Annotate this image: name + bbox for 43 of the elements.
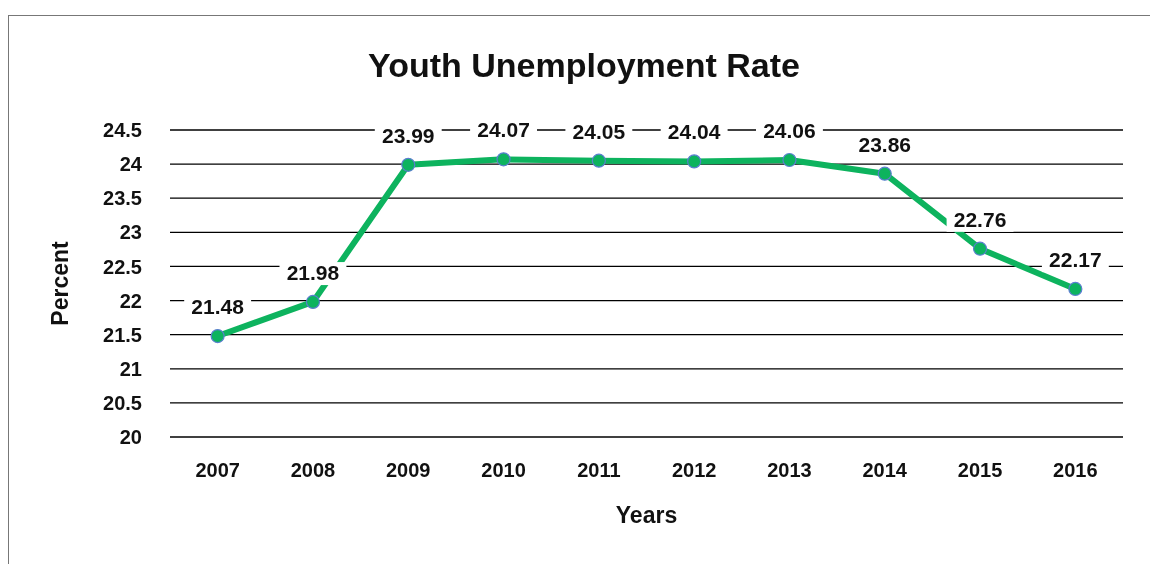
point: [591, 153, 606, 168]
data-label: 21.48: [191, 295, 245, 319]
x-tick-label: 2016: [1053, 459, 1098, 482]
data-label: 22.76: [953, 207, 1007, 231]
x-tick-label: 2014: [862, 459, 908, 482]
y-tick-label: 22.5: [103, 255, 142, 278]
y-axis-title: Percent: [47, 240, 73, 326]
y-tick-label: 21: [119, 357, 142, 380]
chart-title: Youth Unemployment Rate: [367, 46, 801, 85]
y-tick-label: 22: [119, 289, 142, 312]
data-label: 21.98: [286, 260, 340, 284]
point: [782, 152, 797, 168]
x-tick-label: 2013: [767, 459, 812, 482]
data-label: 24.06: [763, 119, 816, 143]
x-tick-label: 2007: [195, 459, 240, 482]
y-tick-label: 24.5: [103, 119, 142, 142]
y-tick-label: 23: [119, 221, 142, 244]
data-label: 24.07: [477, 118, 530, 142]
y-tick-label: 24: [119, 153, 143, 176]
y-tick-label: 20.5: [103, 391, 142, 414]
x-tick-label: 2012: [671, 459, 717, 482]
point: [972, 241, 988, 256]
point: [210, 328, 225, 344]
x-tick-label: 2008: [290, 459, 336, 482]
data-label: 24.05: [572, 119, 626, 143]
x-tick-label: 2010: [481, 459, 526, 482]
data-label: 23.99: [381, 123, 435, 147]
point: [496, 152, 511, 167]
data-label: 23.86: [858, 132, 912, 156]
data-label: 24.04: [667, 120, 721, 144]
data-label: 22.17: [1049, 247, 1102, 271]
x-tick-label: 2015: [957, 459, 1003, 482]
point: [687, 154, 702, 169]
x-tick-label: 2011: [577, 459, 621, 482]
point: [1068, 281, 1083, 297]
x-axis-title: Years: [615, 502, 678, 528]
y-tick-label: 23.5: [103, 187, 142, 210]
y-tick-label: 21.5: [103, 323, 142, 346]
point: [305, 294, 321, 310]
x-tick-label: 2009: [386, 459, 431, 482]
point: [401, 157, 416, 172]
y-tick-label: 20: [119, 426, 142, 449]
point: [877, 166, 892, 181]
